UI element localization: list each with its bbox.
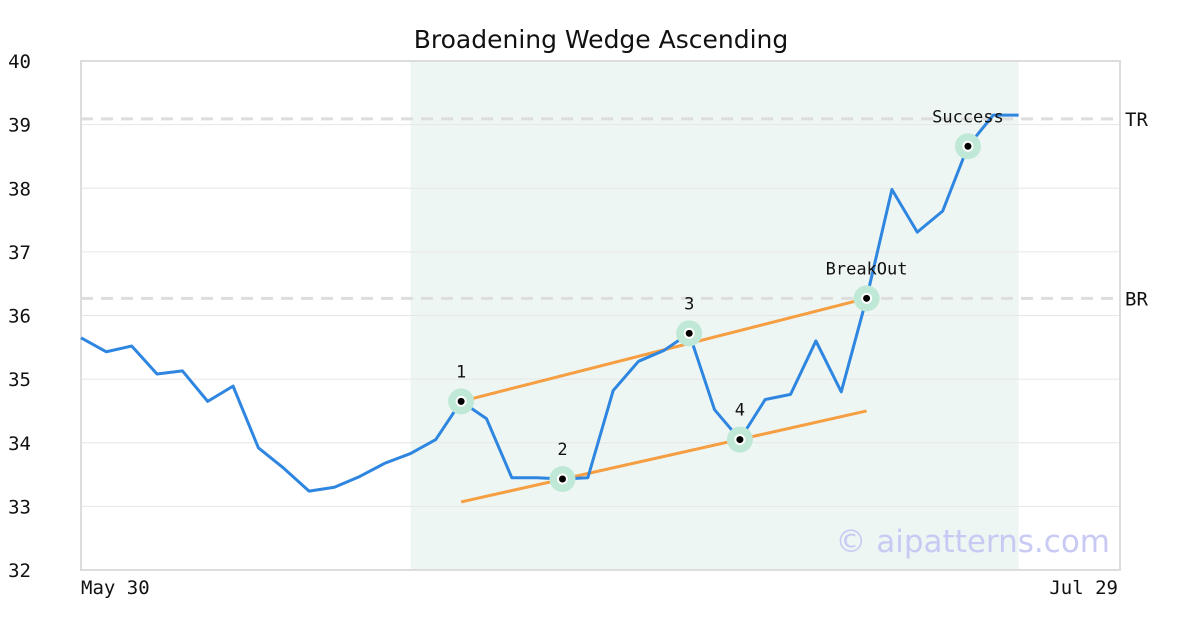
trendline-lower [460, 409, 867, 504]
point-dot-1 [457, 397, 465, 405]
x-tick-start: May 30 [81, 577, 150, 599]
point-label-4: 4 [735, 401, 745, 421]
point-dot-success [964, 142, 972, 150]
point-dot-2 [558, 475, 566, 483]
point-dot-breakout [863, 294, 871, 302]
y-tick-label: 35 [8, 369, 31, 391]
y-tick-label: 38 [8, 178, 31, 200]
point-dot-3 [685, 329, 693, 337]
point-label-success: Success [932, 107, 1004, 127]
chart-title: Broadening Wedge Ascending [414, 25, 789, 54]
y-tick-label: 32 [8, 560, 31, 582]
y-tick-label: 33 [8, 496, 31, 518]
y-tick-label: 36 [8, 306, 31, 328]
y-tick-label: 34 [8, 433, 31, 455]
y-tick-label: 40 [8, 51, 31, 73]
watermark: © aipatterns.com [835, 524, 1110, 560]
point-label-3: 3 [684, 294, 694, 314]
point-label-2: 2 [557, 440, 567, 460]
y-tick-label: 39 [8, 115, 31, 137]
point-label-breakout: BreakOut [826, 259, 908, 279]
point-dot-4 [736, 436, 744, 444]
reference-label-tr: TR [1125, 109, 1148, 131]
reference-label-br: BR [1125, 288, 1148, 310]
x-tick-end: Jul 29 [1049, 577, 1118, 599]
y-tick-label: 37 [8, 242, 31, 264]
plot-frame [80, 60, 1121, 571]
point-label-1: 1 [456, 362, 466, 382]
